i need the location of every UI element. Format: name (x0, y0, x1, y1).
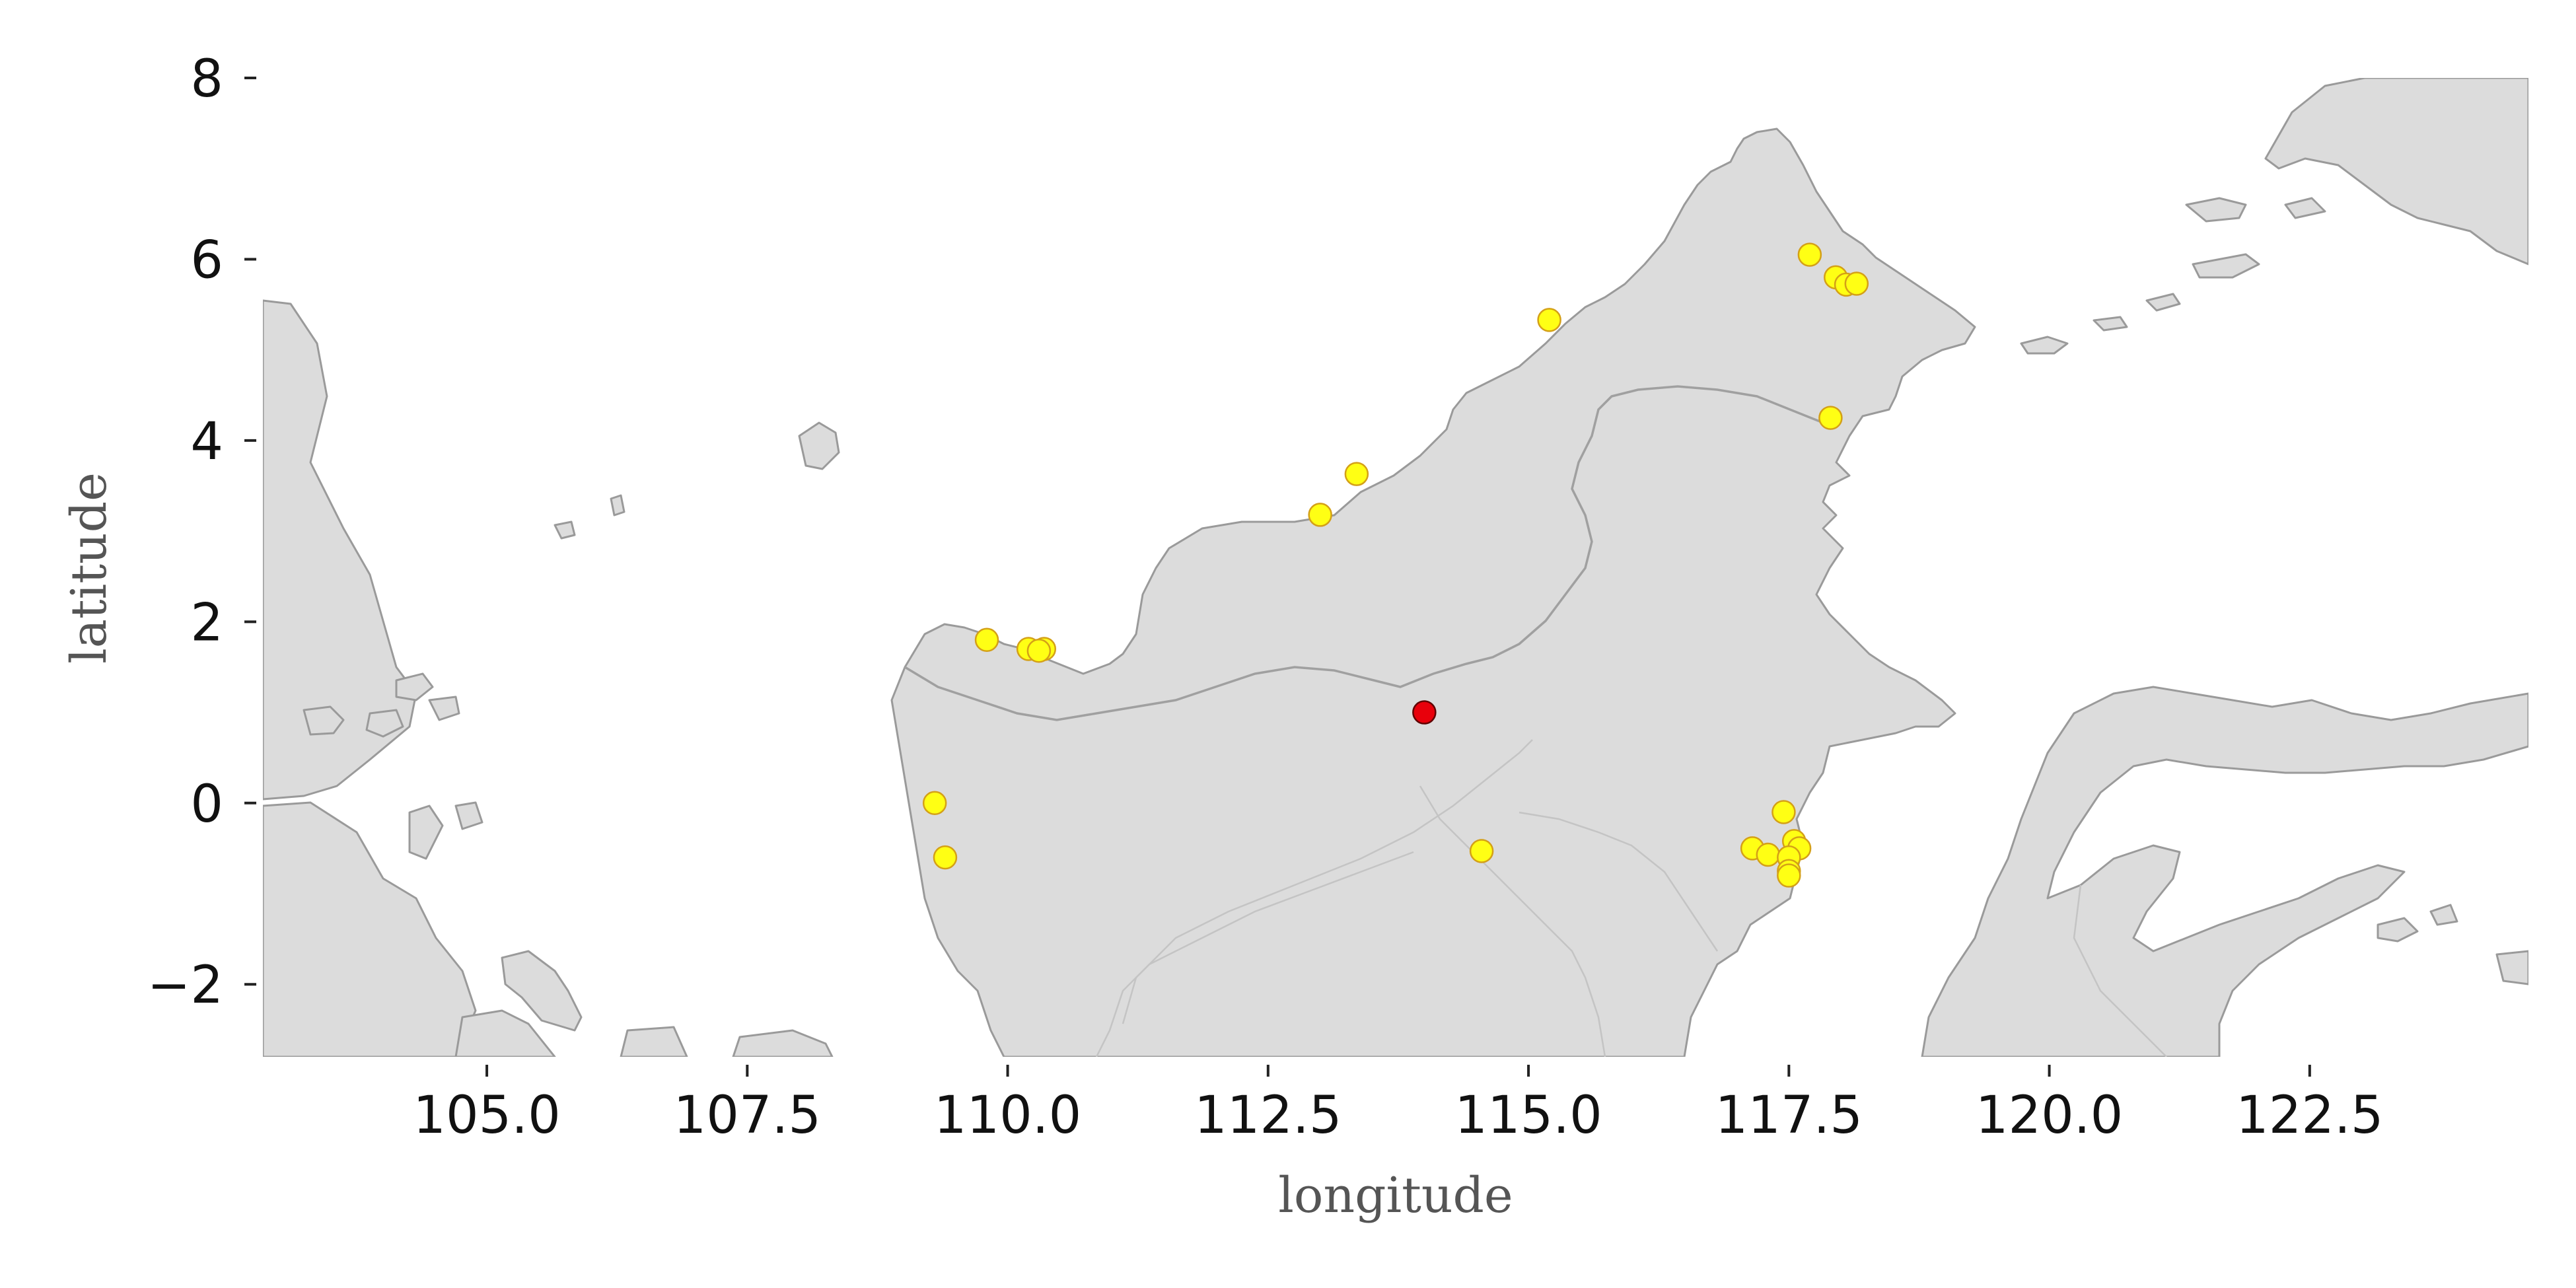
river-line (2073, 884, 2167, 1057)
y-tick-label: 6 (190, 231, 223, 290)
river-line (1095, 851, 1414, 1057)
x-tick-label: 117.5 (1715, 1086, 1863, 1145)
y-tick-label: 4 (190, 412, 223, 472)
data-point (1771, 800, 1796, 824)
x-tick-label: 120.0 (1976, 1086, 2123, 1145)
landmass-anambas (554, 494, 626, 540)
data-point (1756, 842, 1781, 867)
basemap (263, 78, 2528, 1057)
landmass-basilan (2185, 197, 2247, 223)
x-tick-label: 105.0 (413, 1086, 560, 1145)
x-tick-label: 115.0 (1454, 1086, 1602, 1145)
data-point (1308, 503, 1332, 527)
y-tick-label: 8 (190, 50, 223, 109)
y-tick-label: 2 (190, 593, 223, 653)
data-point (1537, 308, 1561, 332)
data-point (933, 845, 958, 870)
x-tick-label: 107.5 (674, 1086, 821, 1145)
x-tick-label: 112.5 (1194, 1086, 1342, 1145)
data-point (1777, 863, 1801, 888)
river-line (1419, 785, 1606, 1057)
data-point (922, 791, 947, 816)
x-tick-label: 122.5 (2236, 1086, 2383, 1145)
landmass-java-north (454, 1009, 834, 1057)
landmass-riau-islands (303, 672, 483, 860)
landmass-sumatra-south (263, 801, 477, 1057)
landmass-mindanao (2264, 78, 2528, 266)
river-line (1519, 811, 1719, 952)
data-point (1844, 271, 1869, 296)
x-axis-title: longitude (1278, 1167, 1513, 1224)
points-layer (922, 242, 1869, 888)
landmass-borneo (890, 127, 1976, 1057)
border-line (904, 385, 1824, 721)
landmass-sulu-islands (2020, 197, 2326, 355)
data-point (1344, 462, 1369, 486)
y-axis: 8 6 4 2 0 −2 (147, 50, 256, 1015)
x-axis: 105.0 107.5 110.0 112.5 115.0 117.5 120.0 122.5 (413, 1065, 2383, 1145)
data-point (1469, 839, 1494, 863)
landmass-bangka (501, 950, 583, 1032)
landmass-banggai (2377, 904, 2528, 985)
landmass-sulawesi (1921, 686, 2528, 1057)
landmass-natuna (798, 421, 840, 470)
river-line (1122, 739, 1533, 1024)
data-point (1797, 242, 1822, 267)
y-axis-title: latitude (61, 472, 118, 664)
data-point (974, 627, 999, 653)
y-tick-label: −2 (147, 956, 223, 1015)
data-point (1026, 638, 1052, 663)
data-point (1818, 406, 1843, 430)
landmass-sumatra (263, 299, 417, 801)
highlight-point (1412, 700, 1437, 725)
y-tick-label: 0 (190, 775, 223, 834)
x-tick-label: 110.0 (934, 1086, 1081, 1145)
